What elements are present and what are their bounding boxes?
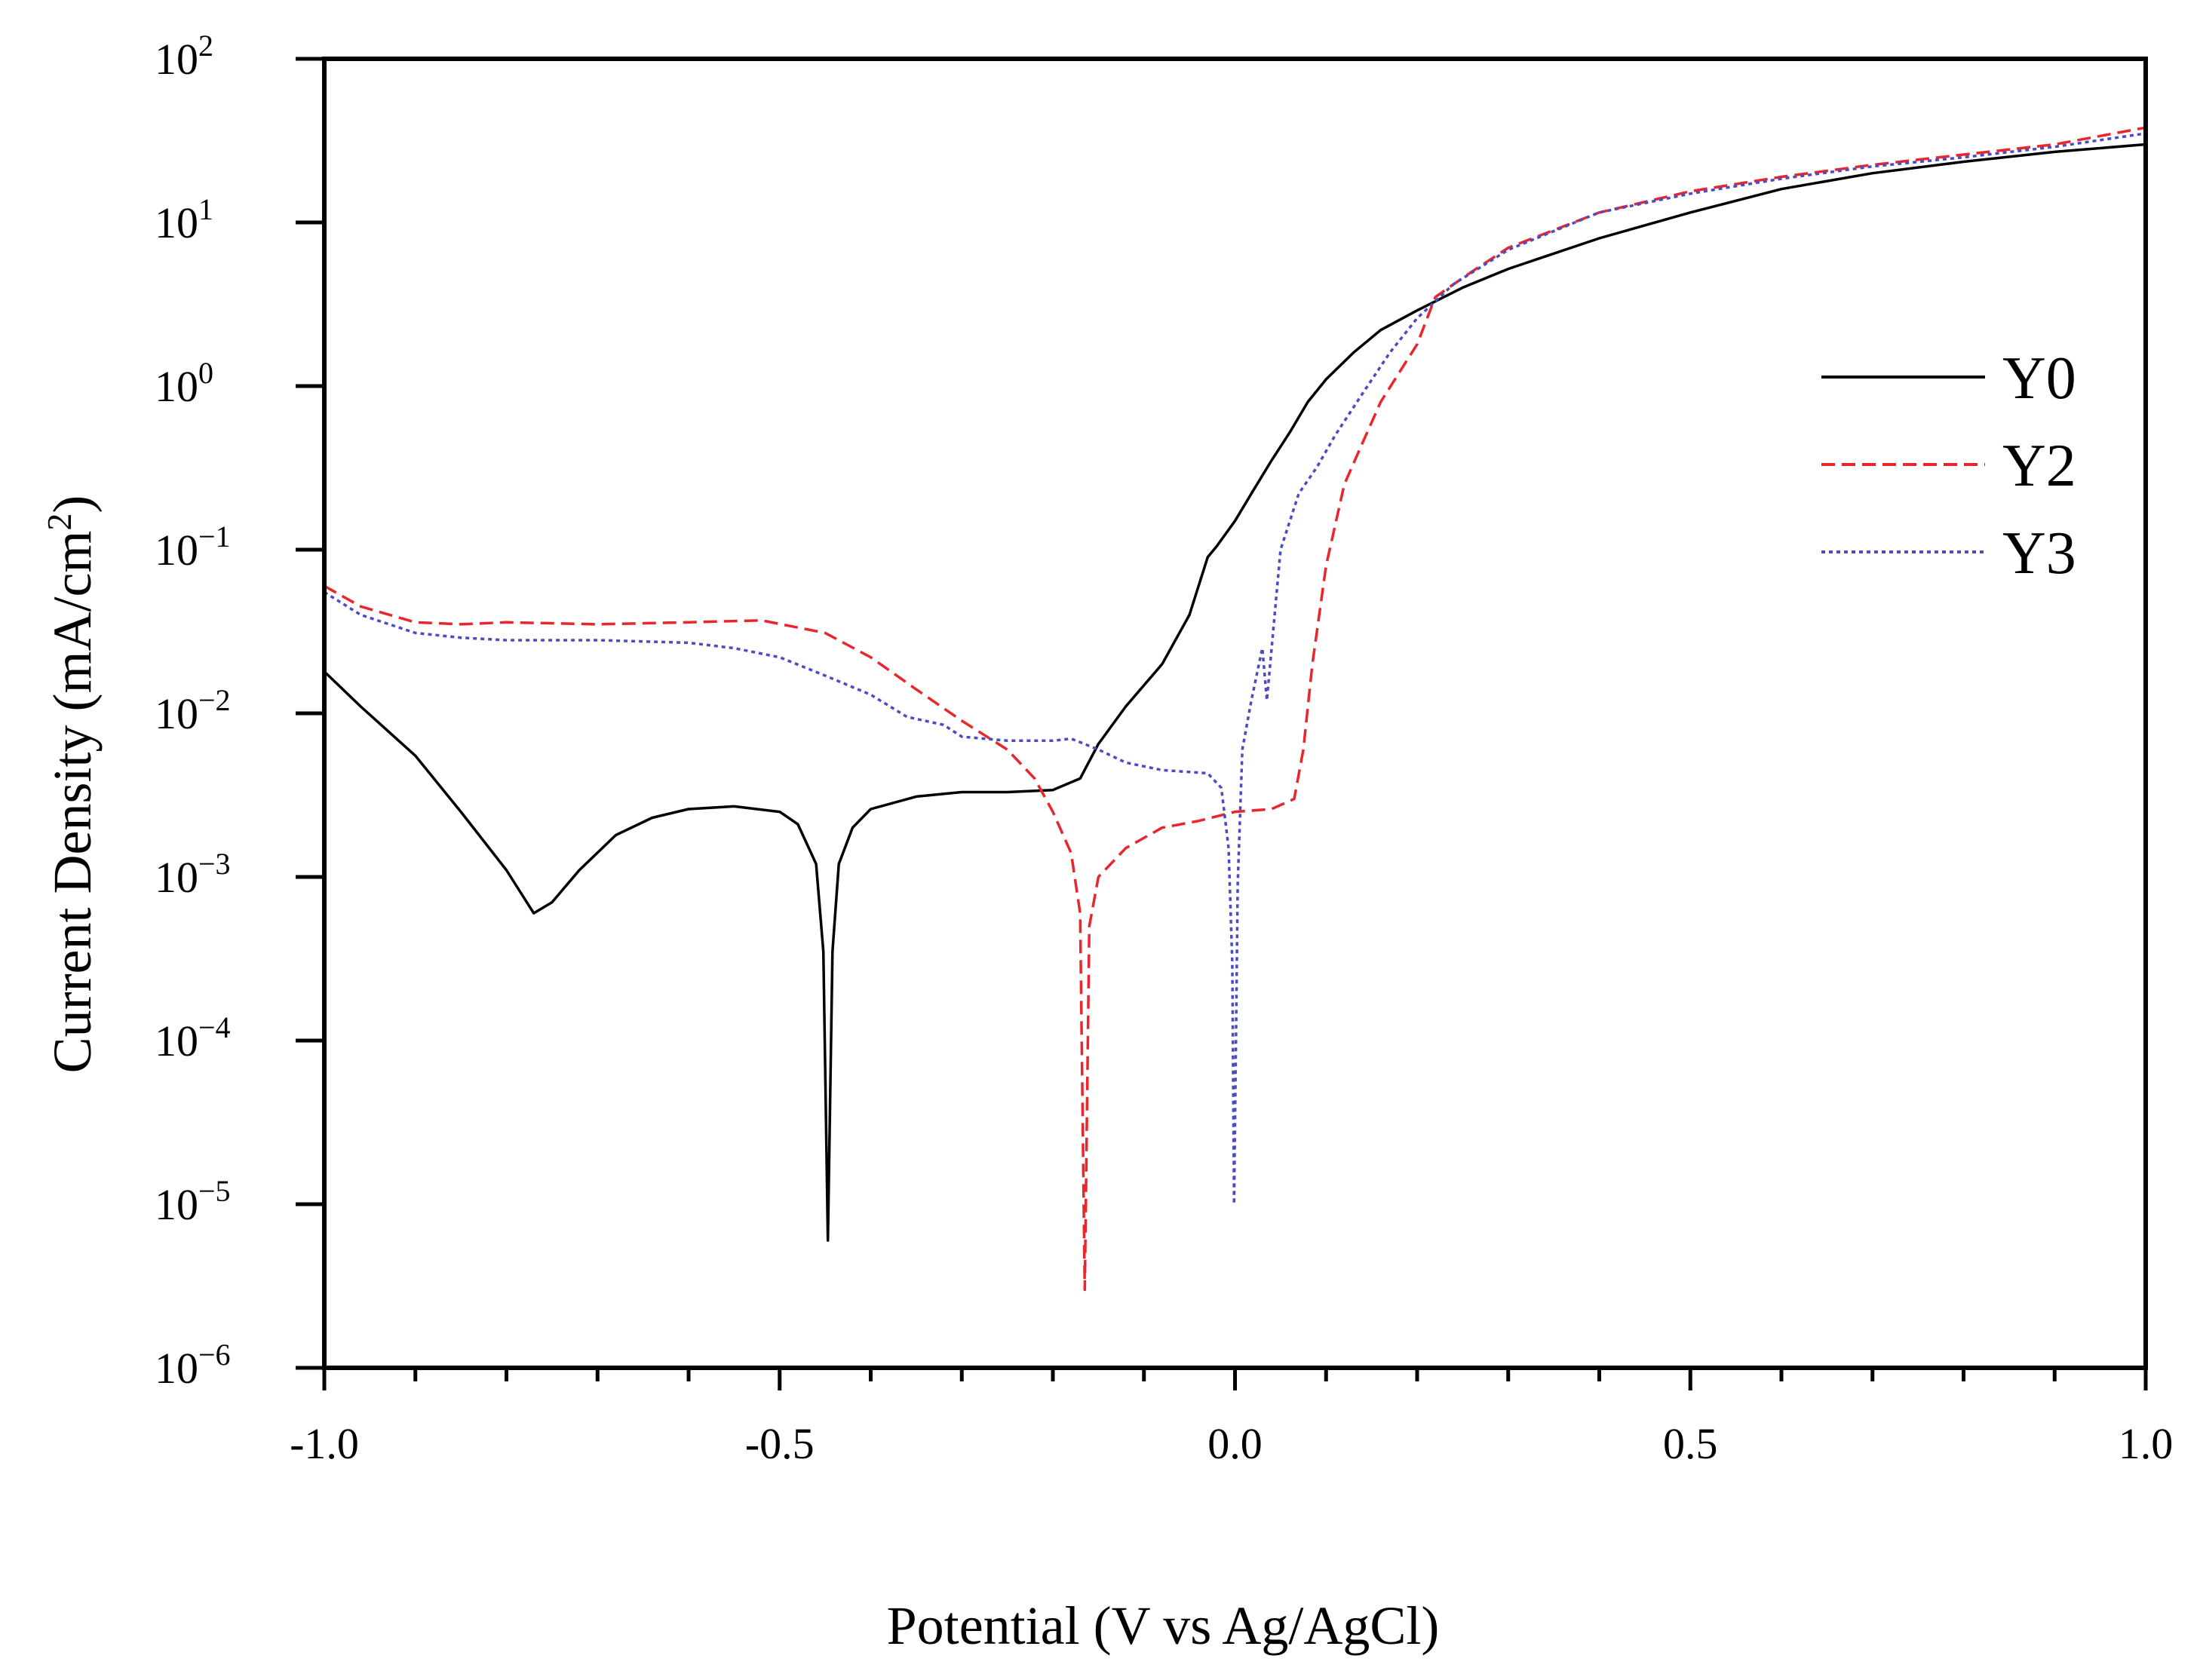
y-tick-label: 10−4	[155, 1010, 231, 1065]
legend-label-y2: Y2	[2002, 433, 2076, 499]
y-tick-label: 10−1	[155, 520, 231, 575]
y-axis-title-end: )	[42, 495, 103, 514]
y-axis-title-main: Current Density (mA/cm	[42, 531, 103, 1074]
y-axis-ticks: 102 101 100 10−1 10−2 10−3 10−4 10−5 10−6	[155, 29, 324, 1393]
y-axis-title: Current Density (mA/cm2)	[40, 495, 103, 1074]
x-tick-label: -0.5	[745, 1419, 815, 1468]
plot-lines	[323, 126, 2146, 1292]
series-line-y0	[323, 143, 2146, 1242]
y-tick-label: 10−2	[155, 683, 231, 738]
y-axis-title-superscript: 2	[40, 514, 78, 531]
x-axis-title: Potential (V vs Ag/AgCl)	[887, 1596, 1440, 1656]
series-line-y3	[324, 132, 2146, 1206]
y-tick-label: 102	[155, 29, 213, 84]
x-tick-label: -1.0	[290, 1419, 359, 1468]
x-tick-label: 0.5	[1663, 1419, 1718, 1468]
series-line-y2	[324, 126, 2146, 1292]
y-tick-label: 10−3	[155, 847, 231, 902]
x-tick-label: 0.0	[1207, 1419, 1263, 1468]
x-tick-label: 1.0	[2119, 1419, 2174, 1468]
legend: Y0 Y2 Y3	[1821, 345, 2076, 587]
legend-label-y0: Y0	[2002, 345, 2076, 412]
y-tick-label: 10−6	[155, 1338, 231, 1393]
legend-label-y3: Y3	[2002, 520, 2076, 587]
y-tick-label: 100	[155, 356, 213, 411]
x-axis-ticks: -1.0 -0.5 0.0 0.5 1.0	[290, 1368, 2173, 1468]
y-tick-label: 101	[155, 192, 213, 247]
y-tick-label: 10−5	[155, 1174, 231, 1229]
